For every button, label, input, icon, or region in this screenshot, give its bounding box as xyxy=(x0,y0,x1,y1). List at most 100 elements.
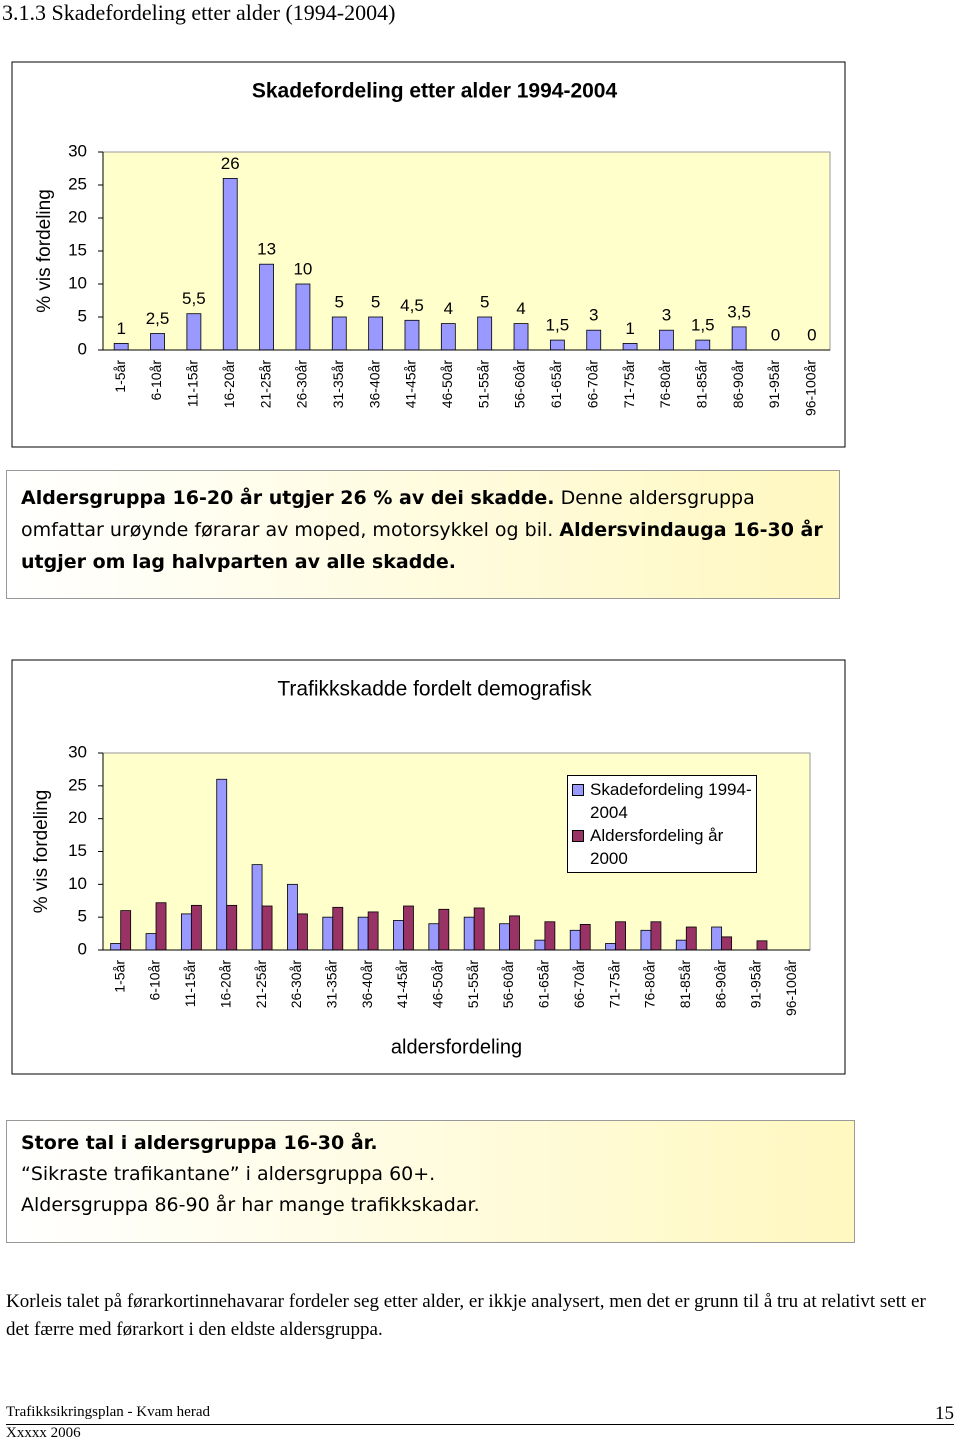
y-tick-label: 20 xyxy=(68,808,87,827)
bar xyxy=(509,915,520,951)
value-label: 26 xyxy=(221,154,240,173)
chart-title: Skadefordeling etter alder 1994-2004 xyxy=(252,80,618,103)
footer-date: Xxxxx 2006 xyxy=(6,1425,81,1441)
bar xyxy=(110,943,122,951)
x-tick-label: 86-90år xyxy=(730,360,746,409)
note-text: Aldersvindauga 16-30 år utgjer om lag ha… xyxy=(21,519,823,573)
bar xyxy=(428,923,440,951)
paragraph: Korleis talet på førarkortinnehavarar fo… xyxy=(6,1291,926,1340)
bar xyxy=(569,929,581,951)
bar xyxy=(622,342,638,351)
value-label: 4,5 xyxy=(400,296,424,315)
value-label: 3 xyxy=(589,306,598,325)
bar xyxy=(113,342,129,351)
bar xyxy=(650,921,662,951)
bar xyxy=(150,333,165,351)
bar xyxy=(222,177,238,351)
bar xyxy=(675,939,687,951)
x-tick-label: 41-45år xyxy=(403,360,419,409)
x-tick-label: 96-100år xyxy=(803,360,819,416)
x-tick-label: 11-15år xyxy=(185,360,201,408)
footer-rule xyxy=(6,1424,954,1425)
x-tick-label: 41-45år xyxy=(394,960,410,1009)
bar xyxy=(295,283,311,351)
note-text: Aldersgruppa 86-90 år har mange trafikks… xyxy=(21,1194,480,1216)
bar xyxy=(120,910,132,951)
x-tick-label: 26-30år xyxy=(294,360,310,409)
bar xyxy=(477,316,493,351)
x-tick-label: 21-25år xyxy=(253,960,269,1009)
value-label: 10 xyxy=(293,259,312,278)
bar xyxy=(145,933,157,951)
note-box: Store tal i aldersgruppa 16-30 år. “Sikr… xyxy=(6,1120,855,1243)
note-text: “Sikraste trafikantane” i aldersgruppa 6… xyxy=(21,1163,436,1185)
legend-swatch xyxy=(572,830,584,842)
x-tick-label: 81-85år xyxy=(677,960,693,1009)
value-label: 1 xyxy=(625,319,634,338)
bar xyxy=(155,902,167,951)
y-tick-label: 5 xyxy=(78,907,87,926)
x-tick-label: 36-40år xyxy=(359,960,375,1009)
bar xyxy=(368,316,384,351)
x-tick-label: 6-10år xyxy=(147,960,163,1001)
x-tick-label: 31-35år xyxy=(330,360,346,409)
bar xyxy=(331,316,347,351)
bar xyxy=(322,916,334,951)
x-axis-label: aldersfordeling xyxy=(391,1036,522,1058)
plot-area xyxy=(102,151,831,351)
bar xyxy=(259,263,274,351)
bar xyxy=(731,326,747,351)
value-label: 3,5 xyxy=(727,302,751,321)
y-tick-label: 10 xyxy=(68,273,87,292)
value-label: 0 xyxy=(807,325,816,344)
y-tick-label: 0 xyxy=(78,339,87,358)
bar xyxy=(615,921,626,951)
bar xyxy=(393,920,404,951)
x-tick-label: 51-55år xyxy=(475,360,491,409)
x-tick-label: 91-95år xyxy=(766,360,782,409)
bar xyxy=(579,923,591,951)
bar xyxy=(404,319,420,351)
value-label: 1 xyxy=(116,319,125,338)
bar xyxy=(513,323,529,351)
y-axis-label: % vis fordeling xyxy=(34,189,55,313)
x-tick-label: 6-10år xyxy=(148,360,164,401)
value-label: 3 xyxy=(662,306,671,325)
y-axis-label: % vis fordeling xyxy=(31,790,52,914)
bar xyxy=(685,926,697,951)
bar xyxy=(287,883,298,951)
x-tick-label: 51-55år xyxy=(465,960,481,1009)
bar xyxy=(534,939,546,951)
note-box: Aldersgruppa 16-20 år utgjer 26 % av dei… xyxy=(6,470,840,599)
y-tick-label: 15 xyxy=(68,240,87,259)
x-tick-label: 56-60år xyxy=(512,360,528,409)
x-tick-label: 71-75år xyxy=(606,960,622,1009)
x-tick-label: 81-85år xyxy=(693,360,709,409)
bar xyxy=(297,913,308,951)
x-tick-label: 61-65år xyxy=(548,360,564,409)
x-tick-label: 56-60år xyxy=(500,960,516,1009)
x-tick-label: 16-20år xyxy=(217,960,233,1009)
bar xyxy=(186,313,202,351)
value-label: 13 xyxy=(257,240,276,259)
value-label: 4 xyxy=(444,299,453,318)
bar xyxy=(756,940,768,951)
bar xyxy=(659,329,674,351)
x-tick-label: 21-25år xyxy=(257,360,273,409)
bar xyxy=(251,864,263,951)
legend-label: Skadefordeling 1994-2004 xyxy=(590,780,752,822)
bar xyxy=(711,926,723,951)
bar xyxy=(190,904,202,951)
x-tick-label: 86-90år xyxy=(712,960,728,1009)
bar xyxy=(640,929,652,951)
value-label: 1,5 xyxy=(691,316,715,335)
x-tick-label: 61-65år xyxy=(536,960,552,1009)
x-tick-label: 76-80år xyxy=(657,360,673,409)
bar xyxy=(499,923,510,951)
bar xyxy=(216,778,228,951)
x-tick-label: 16-20år xyxy=(221,360,237,409)
value-label: 4 xyxy=(516,299,525,318)
x-tick-label: 66-70år xyxy=(584,360,600,409)
y-tick-label: 20 xyxy=(68,207,87,226)
